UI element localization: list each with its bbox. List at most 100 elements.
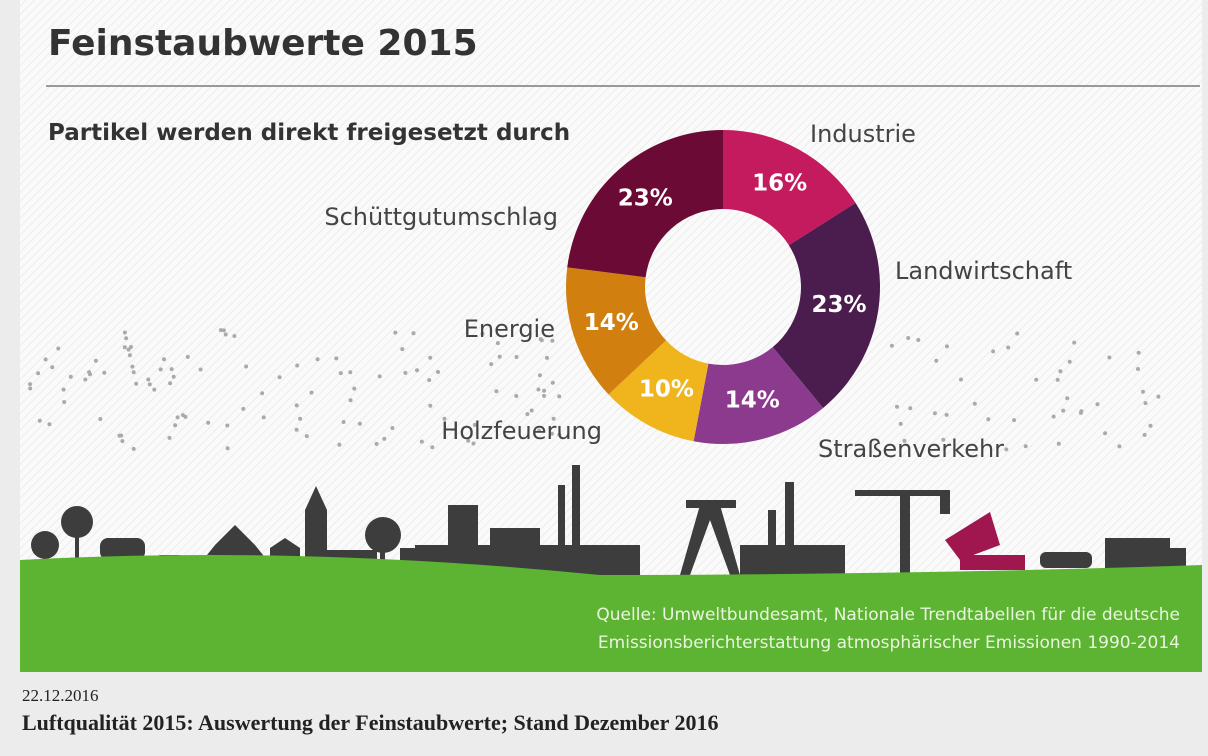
dust-dot	[1149, 424, 1153, 428]
dust-dot	[1056, 378, 1060, 382]
dust-dot	[420, 440, 424, 444]
page: Feinstaubwerte 2015 Partikel werden dire…	[0, 0, 1208, 756]
dust-dot	[358, 422, 362, 426]
dust-dot	[225, 424, 229, 428]
dust-dot	[162, 357, 166, 361]
dust-dot	[69, 375, 73, 379]
dust-dot	[102, 371, 106, 375]
dust-dot	[436, 370, 440, 374]
dust-dot	[352, 387, 356, 391]
dust-dot	[278, 375, 282, 379]
dust-dot	[295, 364, 299, 368]
dust-dot	[945, 413, 949, 417]
dust-dot	[159, 367, 163, 371]
dust-dot	[1107, 356, 1111, 360]
dust-dot	[538, 373, 542, 377]
category-label: Schüttgutumschlag	[324, 203, 558, 231]
dust-dot	[1015, 332, 1019, 336]
dust-dot	[1143, 433, 1147, 437]
dust-dot	[176, 415, 180, 419]
dust-dot	[545, 356, 549, 360]
dust-dot	[170, 367, 174, 371]
dust-dot	[375, 442, 379, 446]
dust-dot	[168, 381, 172, 385]
dust-dot	[152, 388, 156, 392]
dust-dot	[514, 394, 518, 398]
dust-dot	[83, 378, 87, 382]
dust-dot	[890, 344, 894, 348]
value-label: 23%	[812, 292, 867, 318]
dust-dot	[118, 434, 122, 438]
dust-dot	[36, 371, 40, 375]
dust-dot	[172, 375, 176, 379]
dust-dot	[494, 389, 498, 393]
dust-dot	[50, 365, 54, 369]
dust-dot	[991, 349, 995, 353]
dust-dot	[1052, 415, 1056, 419]
category-label: Straßenverkehr	[818, 435, 1004, 463]
dust-dot	[959, 378, 963, 382]
dust-dot	[1117, 444, 1121, 448]
dust-dot	[123, 331, 127, 335]
dust-dot	[295, 403, 299, 407]
dust-dot	[1004, 447, 1008, 451]
value-label: 10%	[639, 376, 694, 402]
dust-dot	[124, 336, 128, 340]
dust-dot	[339, 371, 343, 375]
dust-dot	[489, 362, 493, 366]
dust-dot	[1012, 418, 1016, 422]
dust-dot	[986, 417, 990, 421]
dust-dot	[895, 405, 899, 409]
dust-dot	[38, 419, 42, 423]
dust-dot	[244, 365, 248, 369]
dust-dot	[1034, 378, 1038, 382]
dust-dot	[427, 378, 431, 382]
dust-dot	[168, 436, 172, 440]
dust-dot	[973, 402, 977, 406]
dust-dot	[173, 423, 177, 427]
dust-dot	[132, 447, 136, 451]
dust-dot	[316, 357, 320, 361]
dust-dot	[206, 421, 210, 425]
chart: Feinstaubwerte 2015 Partikel werden dire…	[0, 0, 1208, 680]
dust-dot	[430, 445, 434, 449]
dust-dot	[428, 404, 432, 408]
dust-dot	[1103, 431, 1107, 435]
dust-dot	[530, 409, 534, 413]
dust-dot	[1058, 369, 1062, 373]
dust-dot	[945, 344, 949, 348]
dust-dot	[224, 333, 228, 337]
dust-dot	[393, 331, 397, 335]
dust-dot	[44, 357, 48, 361]
dust-dot	[349, 398, 353, 402]
dust-dot	[232, 334, 236, 338]
caption: Luftqualität 2015: Auswertung der Feinst…	[22, 710, 718, 736]
dust-dot	[1136, 367, 1140, 371]
dust-dot	[428, 356, 432, 360]
dust-dot	[120, 439, 124, 443]
dust-dot	[415, 368, 419, 372]
value-label: 16%	[752, 171, 807, 197]
dust-dot	[130, 365, 134, 369]
dust-dot	[186, 355, 190, 359]
dust-dot	[342, 420, 346, 424]
dust-dot	[916, 338, 920, 342]
dust-dot	[933, 411, 937, 415]
dust-dot	[382, 437, 386, 441]
dust-dot	[181, 413, 185, 417]
dust-dot	[498, 355, 502, 359]
dust-dot	[28, 382, 32, 386]
dust-dot	[1024, 444, 1028, 448]
dust-dot	[128, 353, 132, 357]
value-label: 23%	[618, 185, 673, 211]
value-label: 14%	[584, 310, 639, 336]
source-line: Quelle: Umweltbundesamt, Nationale Trend…	[596, 605, 1180, 625]
dust-dot	[1068, 360, 1072, 364]
dust-dot	[403, 371, 407, 375]
dust-dot	[134, 382, 138, 386]
date: 22.12.2016	[22, 686, 99, 706]
dust-dot	[305, 434, 309, 438]
dust-dot	[908, 406, 912, 410]
dust-dot	[557, 394, 561, 398]
dust-dot	[1137, 351, 1141, 355]
